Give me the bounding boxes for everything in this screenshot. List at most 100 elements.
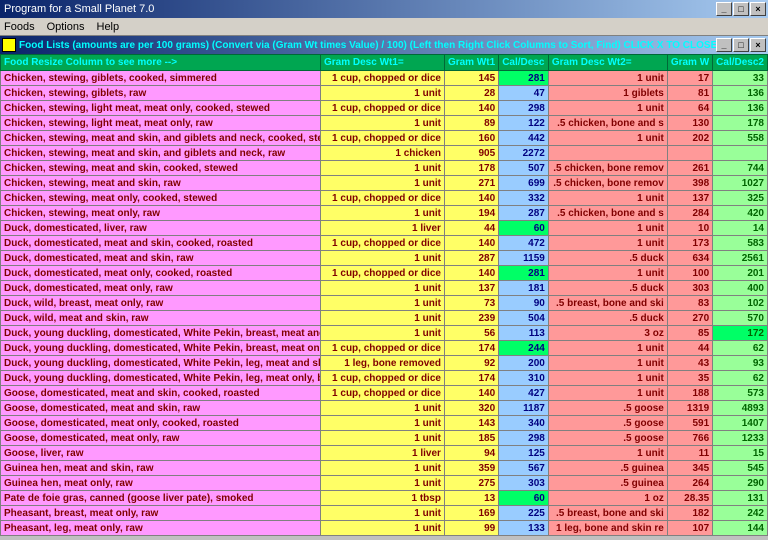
cell-food: Duck, domesticated, meat and skin, cooke… bbox=[1, 236, 321, 251]
menu-foods[interactable]: Foods bbox=[4, 21, 35, 33]
table-row[interactable]: Chicken, stewing, light meat, meat only,… bbox=[1, 116, 768, 131]
table-row[interactable]: Guinea hen, meat and skin, raw1 unit3595… bbox=[1, 461, 768, 476]
food-table-container[interactable]: Food Resize Column to see more --> Gram … bbox=[0, 54, 768, 540]
table-row[interactable]: Duck, domesticated, meat and skin, cooke… bbox=[1, 236, 768, 251]
cell-gd2: 1 unit bbox=[548, 101, 667, 116]
cell-gw2: 270 bbox=[667, 311, 712, 326]
cell-food: Pate de foie gras, canned (goose liver p… bbox=[1, 491, 321, 506]
cell-gw1: 137 bbox=[444, 281, 498, 296]
cell-cd1: 281 bbox=[499, 266, 549, 281]
food-list-icon bbox=[2, 38, 16, 52]
cell-cd2: 570 bbox=[713, 311, 768, 326]
cell-food: Goose, liver, raw bbox=[1, 446, 321, 461]
cell-food: Duck, young duckling, domesticated, Whit… bbox=[1, 371, 321, 386]
table-row[interactable]: Chicken, stewing, meat and skin, raw1 un… bbox=[1, 176, 768, 191]
cell-food: Duck, young duckling, domesticated, Whit… bbox=[1, 326, 321, 341]
cell-cd1: 340 bbox=[499, 416, 549, 431]
cell-gd1: 1 leg, bone removed bbox=[321, 356, 445, 371]
table-row[interactable]: Goose, domesticated, meat and skin, raw1… bbox=[1, 401, 768, 416]
cell-cd2: 136 bbox=[713, 86, 768, 101]
table-row[interactable]: Chicken, stewing, meat only, raw1 unit19… bbox=[1, 206, 768, 221]
table-row[interactable]: Chicken, stewing, light meat, meat only,… bbox=[1, 101, 768, 116]
cell-gd1: 1 cup, chopped or dice bbox=[321, 191, 445, 206]
cell-gw2: 202 bbox=[667, 131, 712, 146]
cell-cd2: 33 bbox=[713, 71, 768, 86]
cell-cd2: 102 bbox=[713, 296, 768, 311]
cell-gw2: 591 bbox=[667, 416, 712, 431]
cell-gd1: 1 liver bbox=[321, 221, 445, 236]
cell-gd2: 1 unit bbox=[548, 356, 667, 371]
col-gram-wt2[interactable]: Gram W bbox=[667, 55, 712, 71]
table-row[interactable]: Goose, liver, raw1 liver941251 unit1115 bbox=[1, 446, 768, 461]
table-body: Chicken, stewing, giblets, cooked, simme… bbox=[1, 71, 768, 536]
col-cal-desc1[interactable]: Cal/Desc bbox=[499, 55, 549, 71]
cell-gw1: 13 bbox=[444, 491, 498, 506]
cell-cd1: 507 bbox=[499, 161, 549, 176]
cell-cd1: 472 bbox=[499, 236, 549, 251]
table-row[interactable]: Duck, domesticated, meat only, cooked, r… bbox=[1, 266, 768, 281]
cell-cd2: 1027 bbox=[713, 176, 768, 191]
table-row[interactable]: Goose, domesticated, meat and skin, cook… bbox=[1, 386, 768, 401]
table-row[interactable]: Duck, young duckling, domesticated, Whit… bbox=[1, 326, 768, 341]
cell-gw1: 140 bbox=[444, 236, 498, 251]
cell-cd1: 310 bbox=[499, 371, 549, 386]
table-row[interactable]: Pheasant, breast, meat only, raw1 unit16… bbox=[1, 506, 768, 521]
cell-cd1: 2272 bbox=[499, 146, 549, 161]
child-maximize-button[interactable]: □ bbox=[733, 38, 749, 52]
cell-food: Duck, domesticated, liver, raw bbox=[1, 221, 321, 236]
table-row[interactable]: Duck, wild, breast, meat only, raw1 unit… bbox=[1, 296, 768, 311]
window-title: Program for a Small Planet 7.0 bbox=[2, 3, 716, 15]
child-window-title: Food Lists (amounts are per 100 grams) (… bbox=[19, 40, 716, 51]
table-row[interactable]: Chicken, stewing, meat and skin, cooked,… bbox=[1, 161, 768, 176]
child-close-button[interactable]: × bbox=[750, 38, 766, 52]
cell-cd2: 15 bbox=[713, 446, 768, 461]
cell-cd2: 573 bbox=[713, 386, 768, 401]
table-row[interactable]: Duck, domesticated, meat and skin, raw1 … bbox=[1, 251, 768, 266]
cell-gd1: 1 cup, chopped or dice bbox=[321, 341, 445, 356]
table-row[interactable]: Guinea hen, meat only, raw1 unit275303.5… bbox=[1, 476, 768, 491]
maximize-button[interactable]: □ bbox=[733, 2, 749, 16]
table-row[interactable]: Pheasant, leg, meat only, raw1 unit99133… bbox=[1, 521, 768, 536]
col-gram-desc-wt1[interactable]: Gram Desc Wt1= bbox=[321, 55, 445, 71]
cell-gd2: .5 duck bbox=[548, 311, 667, 326]
close-button[interactable]: × bbox=[750, 2, 766, 16]
menu-options[interactable]: Options bbox=[47, 21, 85, 33]
table-row[interactable]: Duck, domesticated, meat only, raw1 unit… bbox=[1, 281, 768, 296]
col-food[interactable]: Food Resize Column to see more --> bbox=[1, 55, 321, 71]
cell-cd2: 2561 bbox=[713, 251, 768, 266]
col-cal-desc2[interactable]: Cal/Desc2 bbox=[713, 55, 768, 71]
cell-gw2: 17 bbox=[667, 71, 712, 86]
cell-cd2: 201 bbox=[713, 266, 768, 281]
cell-cd2: 583 bbox=[713, 236, 768, 251]
table-row[interactable]: Duck, domesticated, liver, raw1 liver446… bbox=[1, 221, 768, 236]
cell-gw1: 169 bbox=[444, 506, 498, 521]
cell-cd2: 1233 bbox=[713, 431, 768, 446]
menu-help[interactable]: Help bbox=[97, 21, 120, 33]
table-row[interactable]: Chicken, stewing, meat and skin, and gib… bbox=[1, 146, 768, 161]
cell-cd1: 699 bbox=[499, 176, 549, 191]
minimize-button[interactable]: _ bbox=[716, 2, 732, 16]
col-gram-desc-wt2[interactable]: Gram Desc Wt2= bbox=[548, 55, 667, 71]
cell-gw1: 239 bbox=[444, 311, 498, 326]
cell-food: Chicken, stewing, giblets, cooked, simme… bbox=[1, 71, 321, 86]
cell-food: Chicken, stewing, meat only, raw bbox=[1, 206, 321, 221]
child-minimize-button[interactable]: _ bbox=[716, 38, 732, 52]
col-gram-wt1[interactable]: Gram Wt1 bbox=[444, 55, 498, 71]
table-row[interactable]: Duck, young duckling, domesticated, Whit… bbox=[1, 356, 768, 371]
table-row[interactable]: Pate de foie gras, canned (goose liver p… bbox=[1, 491, 768, 506]
table-row[interactable]: Duck, wild, meat and skin, raw1 unit2395… bbox=[1, 311, 768, 326]
cell-gd1: 1 unit bbox=[321, 431, 445, 446]
table-row[interactable]: Chicken, stewing, giblets, raw1 unit2847… bbox=[1, 86, 768, 101]
table-row[interactable]: Goose, domesticated, meat only, raw1 uni… bbox=[1, 431, 768, 446]
cell-cd1: 303 bbox=[499, 476, 549, 491]
window-controls: _ □ × bbox=[716, 2, 766, 16]
cell-gw2: 64 bbox=[667, 101, 712, 116]
cell-gd1: 1 cup, chopped or dice bbox=[321, 131, 445, 146]
table-row[interactable]: Duck, young duckling, domesticated, Whit… bbox=[1, 341, 768, 356]
table-row[interactable]: Chicken, stewing, meat and skin, and gib… bbox=[1, 131, 768, 146]
table-row[interactable]: Chicken, stewing, meat only, cooked, ste… bbox=[1, 191, 768, 206]
cell-cd2: 93 bbox=[713, 356, 768, 371]
table-row[interactable]: Chicken, stewing, giblets, cooked, simme… bbox=[1, 71, 768, 86]
table-row[interactable]: Goose, domesticated, meat only, cooked, … bbox=[1, 416, 768, 431]
table-row[interactable]: Duck, young duckling, domesticated, Whit… bbox=[1, 371, 768, 386]
